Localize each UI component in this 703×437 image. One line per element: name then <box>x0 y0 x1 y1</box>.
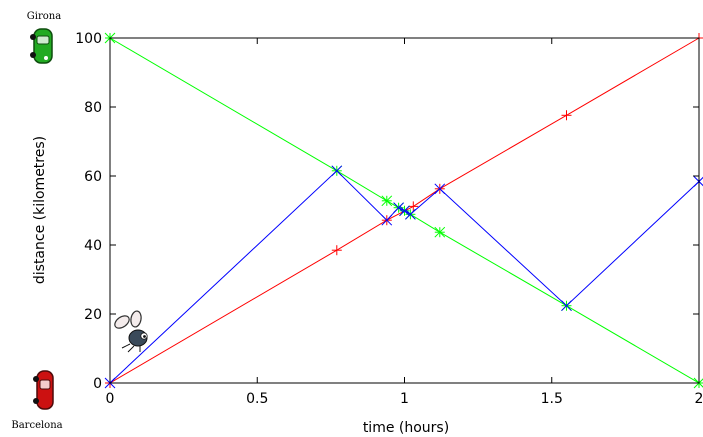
data-point <box>393 202 404 214</box>
y-tick-label: 80 <box>84 100 102 116</box>
y-axis-title: distance (kilometres) <box>32 136 48 284</box>
data-point <box>381 214 393 226</box>
bottom-city-label: Barcelona <box>11 420 62 431</box>
x-tick-label: 1 <box>400 391 409 407</box>
data-point <box>434 183 446 195</box>
top-city-label: Girona <box>27 11 61 22</box>
data-point <box>381 195 393 207</box>
data-point <box>331 165 343 177</box>
y-tick-label: 60 <box>84 169 102 185</box>
data-point <box>561 110 572 121</box>
x-tick-label: 0.5 <box>246 391 268 407</box>
x-axis-title: time (hours) <box>363 420 449 436</box>
data-point <box>561 300 572 312</box>
data-point <box>434 226 446 238</box>
green-car-icon <box>30 28 53 64</box>
data-point <box>405 208 416 220</box>
data-point <box>331 245 342 256</box>
marks-layer <box>104 32 703 389</box>
y-tick-label: 20 <box>84 307 102 323</box>
series-line-2 <box>109 170 700 384</box>
y-tick-label: 40 <box>84 238 102 254</box>
data-point <box>408 201 419 212</box>
data-point <box>399 205 410 217</box>
red-car-icon <box>33 370 54 410</box>
x-tick-label: 2 <box>695 391 703 407</box>
fly-icon <box>114 310 148 353</box>
x-tick-label: 1.5 <box>541 391 563 407</box>
y-tick-label: 0 <box>93 376 102 392</box>
y-tick-label: 100 <box>75 31 102 47</box>
x-tick-label: 0 <box>106 391 115 407</box>
decor-layer <box>30 28 148 410</box>
